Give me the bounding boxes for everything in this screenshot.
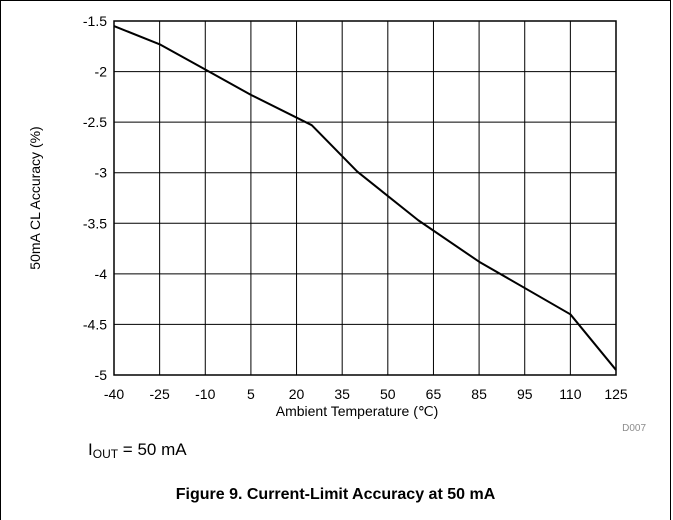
figure-code: D007 bbox=[622, 423, 646, 434]
condition-subscript: OUT bbox=[92, 447, 119, 461]
series-layer bbox=[113, 25, 617, 371]
x-tick-label: 85 bbox=[471, 386, 487, 402]
y-tick-label: -4.5 bbox=[83, 316, 107, 332]
x-tick-label: -25 bbox=[150, 386, 170, 402]
x-tick-label: 65 bbox=[426, 386, 442, 402]
x-tick-label: 35 bbox=[334, 386, 350, 402]
x-tick-label: -40 bbox=[104, 386, 124, 402]
y-axis-title: 50mA CL Accuracy (%) bbox=[27, 126, 43, 269]
x-tick-label: 125 bbox=[604, 386, 628, 402]
y-tick-label: -3 bbox=[95, 165, 108, 181]
series-line bbox=[113, 25, 617, 371]
condition-value: = 50 mA bbox=[118, 440, 187, 459]
y-tick-label: -2 bbox=[95, 64, 108, 80]
x-tick-labels: -40 -25 -10 5 20 35 50 65 85 95 110 125 bbox=[104, 386, 628, 402]
x-tick-label: 20 bbox=[289, 386, 305, 402]
figure-caption: Figure 9. Current-Limit Accuracy at 50 m… bbox=[175, 486, 496, 503]
y-tick-label: -3.5 bbox=[83, 215, 107, 231]
grid bbox=[113, 20, 617, 376]
y-tick-label: -1.5 bbox=[83, 13, 107, 29]
y-tick-labels: -1.5 -2 -2.5 -3 -3.5 -4 -4.5 -5 bbox=[83, 13, 107, 383]
y-tick-label: -4 bbox=[95, 266, 108, 282]
y-tick-label: -2.5 bbox=[83, 114, 107, 130]
y-tick-label: -5 bbox=[95, 367, 108, 383]
x-tick-label: 95 bbox=[517, 386, 533, 402]
x-tick-label: 50 bbox=[380, 386, 396, 402]
x-tick-label: 110 bbox=[559, 386, 582, 402]
x-tick-label: -10 bbox=[195, 386, 215, 402]
x-axis-title: Ambient Temperature (℃) bbox=[276, 403, 439, 419]
test-condition: IOUT = 50 mA bbox=[88, 440, 187, 461]
condition-symbol: I bbox=[88, 440, 93, 459]
plot-area bbox=[113, 20, 617, 376]
chart: -40 -25 -10 5 20 35 50 65 85 95 110 125 -1.5-2-2.5-… bbox=[27, 13, 646, 434]
x-tick-label: 5 bbox=[247, 386, 255, 402]
